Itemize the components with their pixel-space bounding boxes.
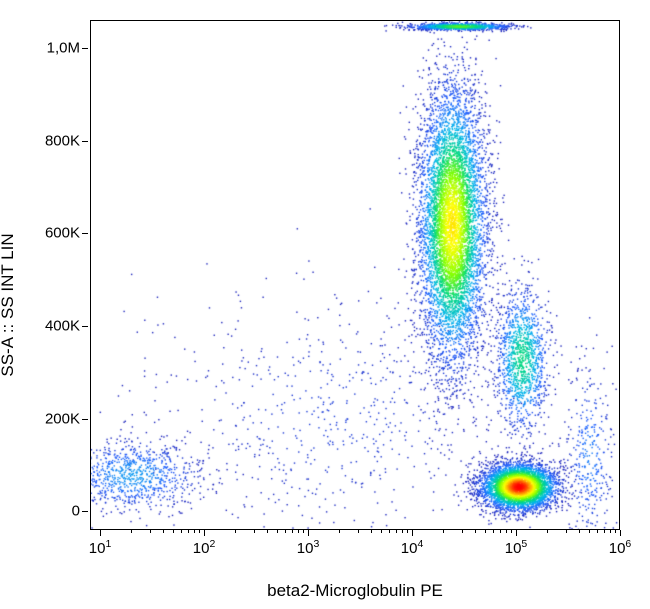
x-tick-minor (173, 530, 174, 533)
x-tick-minor (298, 530, 299, 533)
x-axis-ticks: 101102103104105106 (90, 530, 620, 570)
x-tick-label: 104 (401, 538, 424, 557)
x-tick-minor (500, 530, 501, 533)
x-tick-minor (199, 530, 200, 533)
x-tick-minor (506, 530, 507, 533)
x-tick-minor (339, 530, 340, 533)
x-tick-mark (308, 530, 309, 536)
x-tick-label: 103 (297, 538, 320, 557)
y-tick-label: 800K (45, 132, 80, 149)
x-tick-label: 102 (193, 538, 216, 557)
x-tick-minor (267, 530, 268, 533)
x-tick-mark (100, 530, 101, 536)
flow-cytometry-plot: SS-A :: SS INT LIN 0200K400K600K800K1,0M… (0, 0, 650, 609)
y-tick-mark (82, 419, 88, 420)
x-tick-minor (589, 530, 590, 533)
x-tick-minor (402, 530, 403, 533)
x-tick-label: 105 (505, 538, 528, 557)
x-tick-minor (443, 530, 444, 533)
y-tick-label: 0 (72, 503, 80, 520)
x-tick-minor (163, 530, 164, 533)
x-tick-minor (610, 530, 611, 533)
x-tick-minor (303, 530, 304, 533)
y-tick-label: 1,0M (47, 39, 80, 56)
x-tick-minor (358, 530, 359, 533)
x-tick-minor (579, 530, 580, 533)
x-tick-minor (188, 530, 189, 533)
x-tick-minor (150, 530, 151, 533)
y-tick-label: 400K (45, 318, 80, 335)
y-tick-mark (82, 326, 88, 327)
x-tick-minor (547, 530, 548, 533)
x-tick-minor (407, 530, 408, 533)
x-tick-minor (396, 530, 397, 533)
x-tick-minor (292, 530, 293, 533)
x-tick-minor (194, 530, 195, 533)
x-tick-minor (277, 530, 278, 533)
x-tick-label: 106 (609, 538, 632, 557)
x-tick-minor (235, 530, 236, 533)
x-tick-mark (204, 530, 205, 536)
x-tick-minor (566, 530, 567, 533)
y-tick-label: 200K (45, 410, 80, 427)
y-tick-label: 600K (45, 225, 80, 242)
x-tick-minor (615, 530, 616, 533)
x-tick-minor (131, 530, 132, 533)
x-tick-mark (412, 530, 413, 536)
plot-area (90, 20, 620, 530)
y-tick-mark (82, 233, 88, 234)
x-tick-minor (604, 530, 605, 533)
x-tick-minor (371, 530, 372, 533)
x-tick-minor (597, 530, 598, 533)
x-tick-minor (285, 530, 286, 533)
x-tick-minor (462, 530, 463, 533)
x-tick-minor (493, 530, 494, 533)
x-tick-mark (516, 530, 517, 536)
x-tick-minor (381, 530, 382, 533)
scatter-canvas (91, 21, 620, 530)
x-tick-minor (511, 530, 512, 533)
x-axis-label: beta2-Microglobulin PE (0, 581, 650, 601)
x-tick-minor (485, 530, 486, 533)
x-tick-label: 101 (89, 538, 112, 557)
x-tick-minor (475, 530, 476, 533)
y-axis-ticks: 0 200K 400K 600K 800K 1,0M (0, 20, 88, 530)
y-tick-mark (82, 141, 88, 142)
y-tick-mark (82, 511, 88, 512)
x-tick-minor (181, 530, 182, 533)
y-tick-mark (82, 48, 88, 49)
x-tick-minor (389, 530, 390, 533)
x-tick-minor (254, 530, 255, 533)
x-tick-mark (620, 530, 621, 536)
